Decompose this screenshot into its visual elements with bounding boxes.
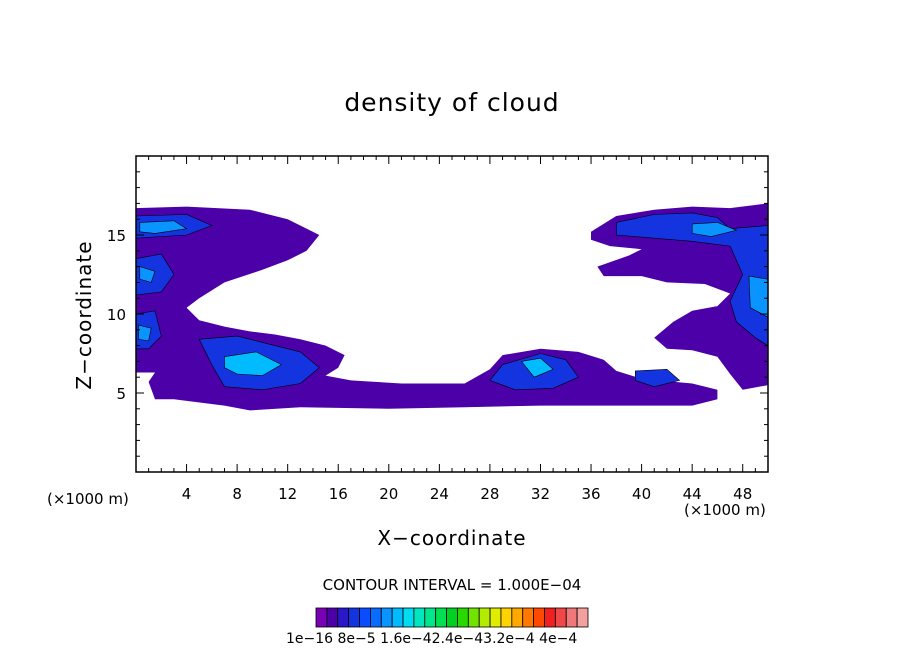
x-tick-label: 4 <box>182 485 192 503</box>
y-tick-label: 15 <box>107 227 126 245</box>
contour-region-13 <box>520 357 554 378</box>
colorbar-labels: 1e−16 8e−5 1.6e−42.4e−43.2e−4 4e−4 <box>286 631 578 647</box>
contour-region-12 <box>224 351 283 376</box>
x-tick-label: 44 <box>683 485 702 503</box>
y-tick-label: 10 <box>107 306 126 324</box>
colorbar-swatch-14 <box>467 607 480 628</box>
colorbar-swatch-3 <box>348 607 360 628</box>
contour-fill-group <box>135 203 769 411</box>
colorbar-swatch-6 <box>380 607 393 628</box>
colorbar-swatch-20 <box>533 607 545 628</box>
colorbar-swatch-13 <box>457 607 469 628</box>
y-tick-label: 5 <box>116 385 126 403</box>
colorbar <box>315 607 589 628</box>
x-unit-label-right: (×1000 m) <box>684 501 766 519</box>
y-axis-label: Z−coordinate <box>72 240 96 390</box>
colorbar-swatch-15 <box>478 607 491 628</box>
contour-region-7 <box>634 368 681 388</box>
contour-region-15 <box>691 222 738 237</box>
contour-region-10 <box>139 266 156 283</box>
colorbar-swatch-24 <box>576 607 589 628</box>
colorbar-swatch-7 <box>391 607 404 628</box>
contour-region-11 <box>138 324 152 342</box>
x-tick-label: 20 <box>379 485 398 503</box>
x-tick-label: 16 <box>329 485 348 503</box>
colorbar-swatch-5 <box>369 607 382 628</box>
x-tick-label: 40 <box>632 485 651 503</box>
x-tick-label: 36 <box>581 485 600 503</box>
colorbar-swatch-22 <box>554 607 567 628</box>
contour-interval-text: CONTOUR INTERVAL = 1.000E−04 <box>322 576 582 594</box>
colorbar-swatch-16 <box>489 607 502 628</box>
x-tick-label: 24 <box>430 485 449 503</box>
colorbar-swatch-4 <box>359 607 371 628</box>
plot-frame <box>135 155 769 473</box>
colorbar-swatch-17 <box>500 607 513 628</box>
colorbar-swatch-18 <box>511 607 524 628</box>
colorbar-swatch-23 <box>565 607 578 628</box>
x-unit-label-left: (×1000 m) <box>47 490 129 508</box>
colorbar-swatch-2 <box>337 607 350 628</box>
colorbar-swatch-21 <box>544 607 556 628</box>
x-tick-label: 28 <box>480 485 499 503</box>
x-tick-label: 32 <box>531 485 550 503</box>
x-tick-label: 8 <box>232 485 242 503</box>
x-tick-label: 48 <box>733 485 752 503</box>
contour-region-9 <box>139 220 188 234</box>
chart-title: density of cloud <box>344 88 560 117</box>
contour-region-1 <box>591 203 768 390</box>
x-axis-label: X−coordinate <box>377 526 527 550</box>
axis-ticks <box>136 156 768 472</box>
contour-region-8 <box>615 212 769 347</box>
x-tick-label: 12 <box>278 485 297 503</box>
colorbar-swatch-19 <box>522 607 534 628</box>
colorbar-swatch-0 <box>315 607 328 628</box>
colorbar-swatch-8 <box>402 607 415 628</box>
colorbar-swatch-10 <box>424 607 437 628</box>
colorbar-swatch-1 <box>326 607 339 628</box>
colorbar-swatch-11 <box>435 607 447 628</box>
colorbar-swatch-12 <box>446 607 458 628</box>
colorbar-swatch-9 <box>413 607 426 628</box>
